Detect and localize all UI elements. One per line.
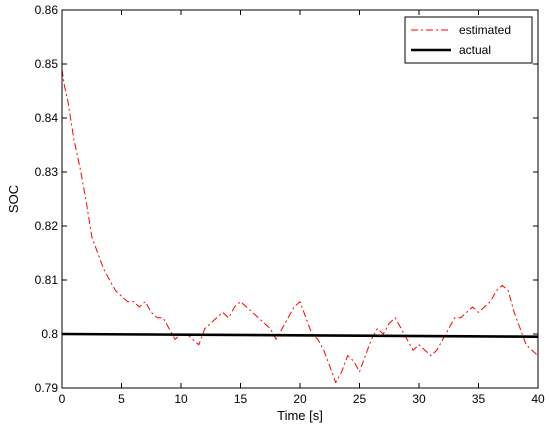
x-tick-label: 35 — [472, 392, 486, 406]
series-line-estimated — [61, 69, 539, 384]
legend: estimated actual — [404, 16, 533, 64]
legend-box — [404, 16, 533, 64]
x-tick-label: 40 — [531, 392, 545, 406]
y-tick-label: 0.82 — [35, 219, 59, 233]
y-tick-label: 0.85 — [35, 57, 59, 71]
y-tick-label: 0.79 — [35, 381, 59, 395]
x-tick-label: 30 — [412, 392, 426, 406]
x-tick-label: 20 — [293, 392, 307, 406]
y-axis-label: SOC — [6, 185, 21, 213]
y-tick-label: 0.81 — [35, 273, 59, 287]
x-tick-label: 5 — [118, 392, 125, 406]
plot-area — [61, 69, 539, 384]
x-tick-label: 25 — [353, 392, 367, 406]
y-tick-label: 0.8 — [41, 327, 58, 341]
y-tick-label: 0.83 — [35, 165, 59, 179]
y-tick-label: 0.84 — [35, 111, 59, 125]
series-line-actual — [61, 332, 539, 338]
legend-label-actual: actual — [459, 43, 491, 57]
y-tick-label: 0.86 — [35, 3, 59, 17]
x-tick-label: 10 — [174, 392, 188, 406]
x-tick-label: 15 — [234, 392, 248, 406]
x-axis-label: Time [s] — [277, 408, 323, 423]
legend-label-estimated: estimated — [459, 23, 511, 37]
x-tick-label: 0 — [59, 392, 66, 406]
axes: 0 5 10 15 20 25 30 35 40 0.79 0.8 0.81 0.82 0.83 0.84 0… — [35, 3, 545, 406]
axes-frame — [61, 9, 539, 389]
